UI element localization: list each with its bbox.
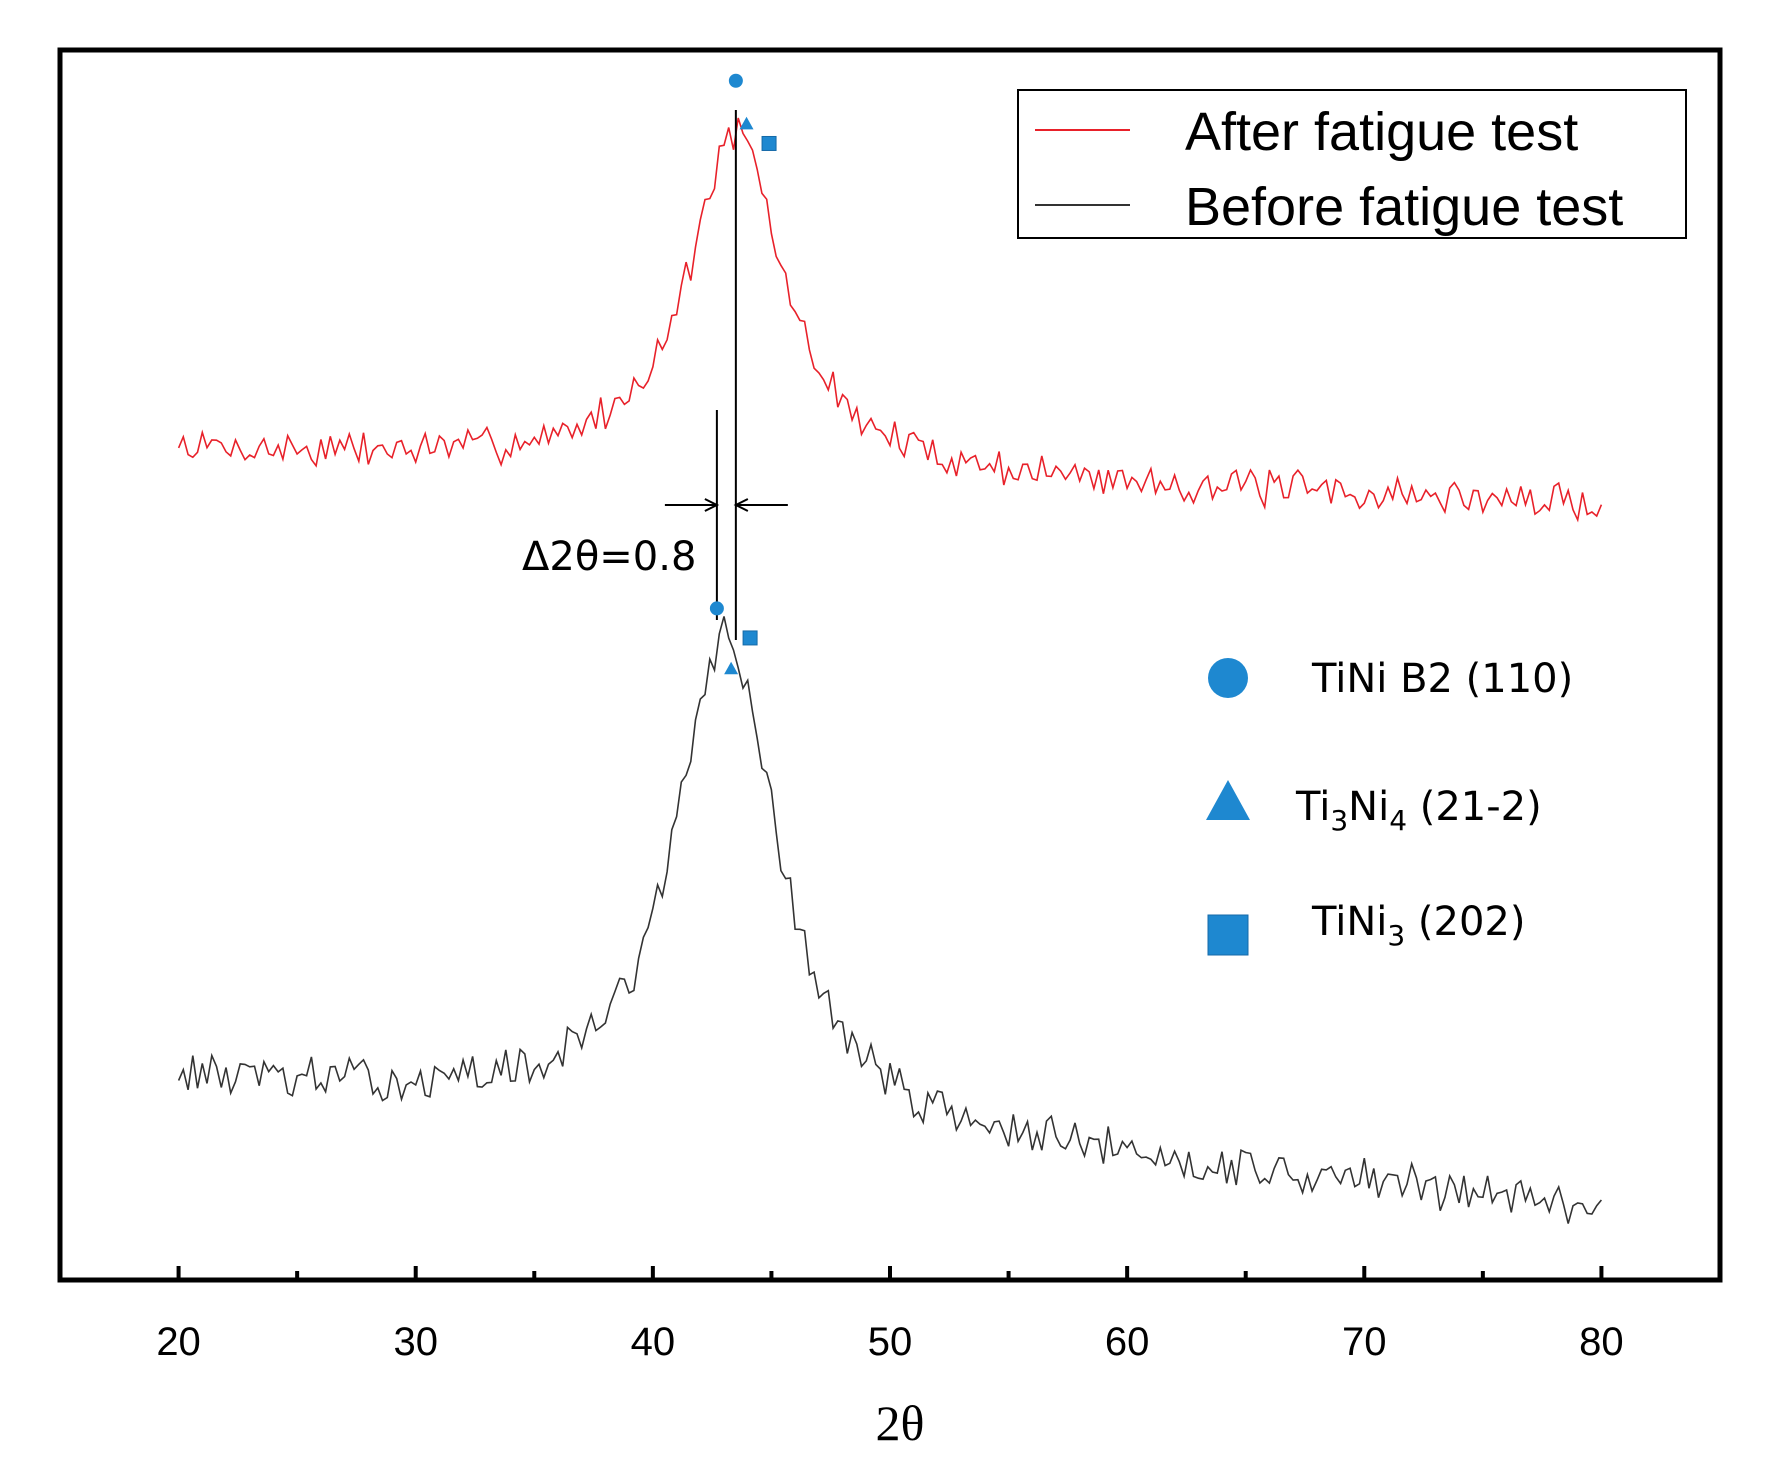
x-tick-label: 30 — [393, 1320, 438, 1364]
square-marker — [742, 630, 758, 646]
triangle-icon — [1206, 780, 1250, 820]
circle-icon — [1208, 658, 1248, 698]
x-tick-label: 80 — [1579, 1320, 1624, 1364]
peak-markers — [709, 73, 777, 675]
phase-label-tini-b2: TiNi B2 (110) — [1311, 656, 1573, 702]
x-tick-label: 50 — [868, 1320, 913, 1364]
x-axis-ticks — [176, 1266, 1604, 1280]
triangle-marker — [739, 116, 754, 130]
x-tick-label: 70 — [1342, 1320, 1387, 1364]
arrowhead-right — [733, 498, 749, 512]
phase-label-tini3: TiNi3 (202) — [1311, 899, 1525, 952]
triangle-marker — [724, 661, 739, 675]
series-line-before-fatigue — [177, 616, 1603, 1224]
delta-2theta-annotation: Δ2θ=0.8 — [522, 110, 788, 640]
x-tick-label: 40 — [631, 1320, 676, 1364]
x-axis-tick-labels: 20 30 40 50 60 70 80 — [156, 1320, 1623, 1364]
delta-2theta-label: Δ2θ=0.8 — [522, 534, 696, 580]
legend-box — [1017, 89, 1687, 239]
phase-label-ti3ni4: Ti3Ni4 (21-2) — [1295, 784, 1542, 837]
x-tick-label: 20 — [156, 1320, 201, 1364]
arrowhead-left — [704, 498, 720, 512]
x-tick-label: 60 — [1105, 1320, 1150, 1364]
legend: After fatigue test Before fatigue test — [1017, 89, 1687, 239]
phase-legend: TiNi B2 (110) Ti3Ni4 (21-2) TiNi3 (202) — [1206, 656, 1573, 956]
square-icon — [1207, 914, 1249, 956]
series-line-after-fatigue — [177, 117, 1603, 523]
square-marker — [761, 135, 777, 151]
x-axis-label: 2θ — [876, 1395, 925, 1451]
legend-label-before: Before fatigue test — [1185, 177, 1623, 237]
legend-label-after: After fatigue test — [1185, 102, 1578, 162]
circle-marker — [728, 73, 743, 88]
circle-marker — [709, 601, 724, 616]
